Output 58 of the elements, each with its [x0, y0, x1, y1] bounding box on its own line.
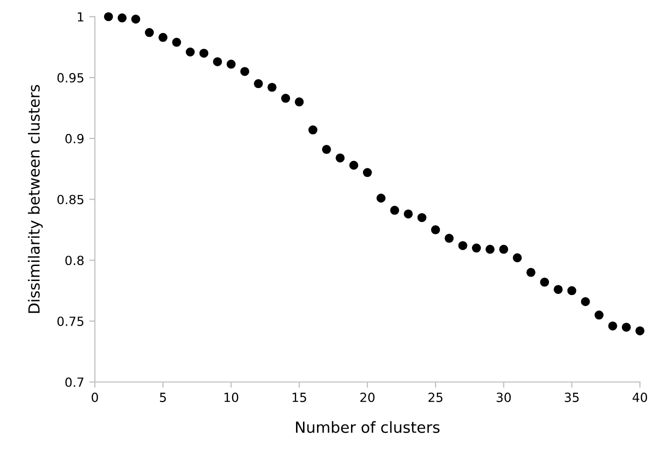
- point: [458, 241, 468, 250]
- x-tick-label: 30: [496, 392, 511, 402]
- x-tick-label: 20: [360, 392, 375, 402]
- point: [362, 168, 372, 178]
- y-tick-label: 0.95: [57, 73, 84, 82]
- point: [499, 244, 508, 254]
- y-tick-label: 0.9: [65, 134, 84, 144]
- point: [118, 13, 127, 22]
- point: [554, 284, 563, 294]
- point: [268, 82, 277, 92]
- point: [336, 153, 345, 162]
- x-axis-title: Number of clusters: [296, 421, 440, 434]
- point: [390, 206, 400, 215]
- y-axis-title: Dissimilarity between clusters: [28, 85, 43, 313]
- x-tick-label: 10: [224, 392, 238, 402]
- x-tick-label: 0: [92, 392, 98, 402]
- point: [199, 48, 208, 58]
- y-tick-label: 1: [78, 12, 84, 22]
- y-tick-label: 0.85: [57, 194, 84, 204]
- point: [635, 326, 644, 336]
- point: [172, 38, 182, 47]
- point: [594, 310, 604, 320]
- point: [472, 244, 481, 253]
- point: [254, 79, 263, 88]
- point: [131, 14, 140, 24]
- point: [308, 125, 318, 134]
- y-tick-label: 0.75: [57, 316, 84, 326]
- x-tick-label: 40: [632, 392, 648, 402]
- y-tick-label: 0.8: [65, 256, 84, 266]
- point: [608, 321, 618, 330]
- point: [226, 60, 236, 69]
- point: [186, 48, 195, 56]
- point: [512, 253, 522, 262]
- point: [431, 225, 440, 234]
- point: [567, 286, 576, 296]
- x-tick-label: 35: [564, 392, 579, 402]
- point: [349, 160, 358, 170]
- point: [158, 32, 168, 42]
- point: [486, 244, 495, 254]
- point: [144, 28, 154, 38]
- point: [240, 66, 250, 76]
- point: [417, 213, 426, 222]
- point: [540, 278, 550, 287]
- x-tick-label: 25: [428, 392, 442, 402]
- x-tick-label: 15: [292, 392, 306, 402]
- x-tick-label: 5: [160, 392, 166, 402]
- point: [322, 144, 332, 154]
- point: [622, 322, 631, 332]
- point: [281, 94, 290, 103]
- point: [444, 234, 454, 243]
- point: [376, 194, 386, 203]
- point: [526, 268, 536, 277]
- point: [213, 57, 222, 66]
- point: [580, 297, 590, 306]
- point: [404, 209, 413, 218]
- point: [104, 12, 113, 22]
- point: [294, 97, 304, 106]
- y-tick-label: 0.7: [65, 377, 84, 387]
